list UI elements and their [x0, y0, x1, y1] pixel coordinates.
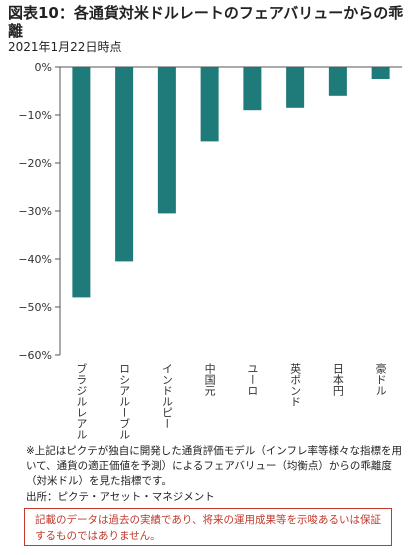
x-category-label: 中国元: [203, 363, 216, 396]
x-category-label: ユーロ: [246, 363, 259, 396]
y-tick-label: −30%: [18, 205, 52, 218]
y-tick-label: 0%: [35, 61, 52, 74]
x-category-label: 豪ドル: [374, 362, 387, 396]
y-tick-label: −40%: [18, 253, 52, 266]
bar: [157, 67, 176, 214]
disclaimer-box: 記載のデータは過去の実績であり、将来の運用成果等を示唆あるいは保証するものではあ…: [24, 508, 392, 546]
bar: [200, 67, 219, 142]
bar: [243, 67, 262, 111]
bar-chart: 0% −10% −20% −30% −40% −50% −60% ブラジルレアル ロシアルーブル…: [18, 61, 402, 440]
chart-date: 2021年1月22日時点: [8, 40, 122, 54]
y-tick-label: −60%: [18, 349, 52, 362]
y-tick-label: −50%: [18, 301, 52, 314]
chart-note: ※上記はピクテが独自に開発した通貨評価モデル（インフレ率等様々な指標を用いて、通…: [26, 445, 402, 487]
x-category-label: インドルピー: [160, 363, 173, 429]
chart-title: 図表10：各通貨対米ドルレートのフェアバリューからの乖離: [8, 4, 404, 40]
x-category-label: 英ポンド: [289, 362, 302, 407]
chart-source: 出所：ピクテ・アセット・マネジメント: [26, 491, 215, 503]
bar: [115, 67, 134, 262]
bar: [371, 67, 390, 79]
bar: [286, 67, 305, 108]
y-tick-label: −20%: [18, 157, 52, 170]
x-category-label: ブラジルレアル: [75, 362, 88, 440]
bar: [328, 67, 347, 96]
x-category-label: ロシアルーブル: [118, 363, 131, 440]
x-category-label: 日本円: [331, 363, 344, 397]
y-tick-label: −10%: [18, 109, 52, 122]
bar: [72, 67, 91, 298]
